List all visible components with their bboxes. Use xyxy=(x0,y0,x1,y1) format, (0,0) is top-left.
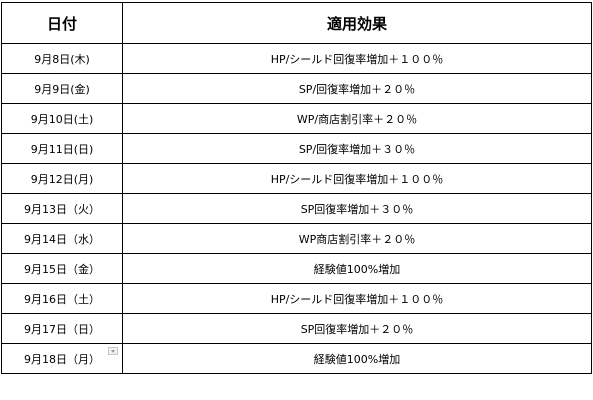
effect-cell[interactable]: SP/回復率増加＋２０％ xyxy=(122,73,592,104)
table-row: 9月9日(金) SP/回復率増加＋２０％ xyxy=(1,73,592,104)
effect-cell[interactable]: HP/シールド回復率増加＋１００％ xyxy=(122,43,592,74)
effect-cell[interactable]: SP/回復率増加＋３０％ xyxy=(122,133,592,164)
table-row: 9月11日(日) SP/回復率増加＋３０％ xyxy=(1,133,592,164)
date-cell[interactable]: 9月10日(土) xyxy=(1,103,123,134)
effect-cell[interactable]: 経験値100%増加 xyxy=(122,343,592,374)
date-cell[interactable]: 9月16日（土） xyxy=(1,283,123,314)
effect-schedule-table: 日付 適用効果 9月8日(木) HP/シールド回復率増加＋１００％ 9月9日(金… xyxy=(1,2,592,374)
effect-cell[interactable]: WP/商店割引率＋２０％ xyxy=(122,103,592,134)
date-cell[interactable]: 9月12日(月) xyxy=(1,163,123,194)
date-cell[interactable]: 9月14日（水） xyxy=(1,223,123,254)
table-row: 9月12日(月) HP/シールド回復率増加＋１００％ xyxy=(1,163,592,194)
effect-cell[interactable]: SP回復率増加＋２０％ xyxy=(122,313,592,344)
effect-cell[interactable]: WP商店割引率＋２０％ xyxy=(122,223,592,254)
table-row: 9月8日(木) HP/シールド回復率増加＋１００％ xyxy=(1,43,592,74)
date-cell[interactable]: 9月13日（火） xyxy=(1,193,123,224)
effect-cell[interactable]: HP/シールド回復率増加＋１００％ xyxy=(122,283,592,314)
effect-column-header[interactable]: 適用効果 xyxy=(122,2,592,44)
effect-cell[interactable]: 経験値100%増加 xyxy=(122,253,592,284)
table-row: 9月10日(土) WP/商店割引率＋２０％ xyxy=(1,103,592,134)
table-row: 9月16日（土） HP/シールド回復率増加＋１００％ xyxy=(1,283,592,314)
autofill-dropdown-icon[interactable] xyxy=(108,347,118,355)
date-cell[interactable]: 9月17日（日） xyxy=(1,313,123,344)
table-row: 9月17日（日） SP回復率増加＋２０％ xyxy=(1,313,592,344)
date-cell[interactable]: 9月15日（金） xyxy=(1,253,123,284)
table-row: 9月15日（金） 経験値100%増加 xyxy=(1,253,592,284)
header-row: 日付 適用効果 xyxy=(1,2,592,44)
date-cell[interactable]: 9月11日(日) xyxy=(1,133,123,164)
effect-cell[interactable]: SP回復率増加＋３０％ xyxy=(122,193,592,224)
table-row: 9月14日（水） WP商店割引率＋２０％ xyxy=(1,223,592,254)
table-row: 9月18日（月） 経験値100%増加 xyxy=(1,343,592,374)
effect-cell[interactable]: HP/シールド回復率増加＋１００％ xyxy=(122,163,592,194)
date-cell[interactable]: 9月8日(木) xyxy=(1,43,123,74)
date-cell[interactable]: 9月18日（月） xyxy=(1,343,123,374)
date-cell[interactable]: 9月9日(金) xyxy=(1,73,123,104)
table-row: 9月13日（火） SP回復率増加＋３０％ xyxy=(1,193,592,224)
date-column-header[interactable]: 日付 xyxy=(1,2,123,44)
date-cell-text: 9月18日（月） xyxy=(24,352,100,366)
